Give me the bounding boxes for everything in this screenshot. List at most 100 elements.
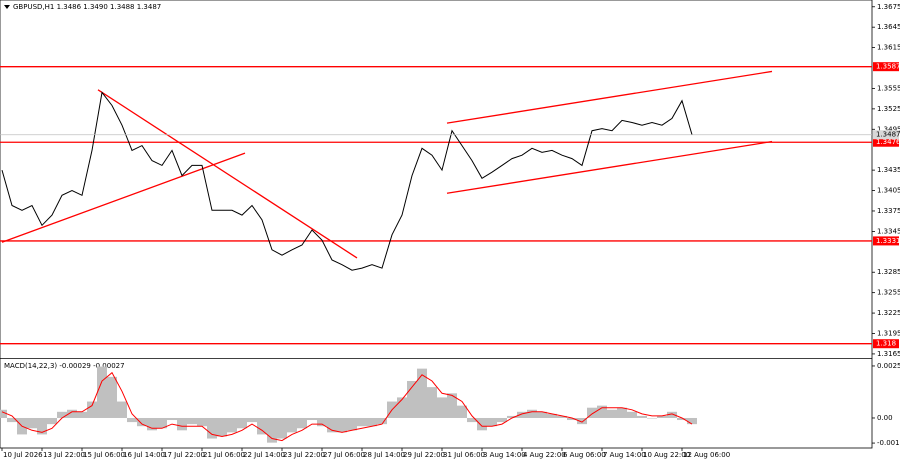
macd-bar: [307, 417, 317, 421]
x-tick-label: 21 Jul 06:00: [203, 451, 245, 459]
macd-bar: [107, 376, 117, 418]
x-tick-label: 29 Jul 22:00: [403, 451, 445, 459]
y-tick-label: 1.3375: [877, 207, 900, 215]
trend-line: [97, 89, 358, 259]
macd-bar: [167, 417, 177, 421]
macd-bar: [357, 417, 367, 427]
x-tick-label: 23 Jul 22:00: [283, 451, 325, 459]
level-tag: [873, 62, 899, 72]
y-tick-label: 1.3165: [877, 350, 900, 358]
macd-bar: [457, 405, 467, 418]
macd-bar: [407, 380, 417, 418]
macd-bar: [327, 417, 337, 433]
y-tick-label: 1.3645: [877, 23, 900, 31]
macd-bar: [207, 417, 217, 439]
macd-bar: [537, 411, 547, 418]
level-label: 1.318: [876, 340, 896, 348]
x-tick-label: 17 Jul 22:00: [163, 451, 205, 459]
y-tick-label: 1.3345: [877, 227, 900, 235]
macd-bar: [147, 417, 157, 431]
macd-bar: [117, 401, 127, 418]
macd-bar: [317, 417, 327, 427]
level-tag: [873, 137, 899, 147]
macd-bar: [7, 417, 17, 423]
x-tick-label: 31 Jul 06:00: [443, 451, 485, 459]
y-tick-label: 0.00253: [877, 362, 900, 370]
level-tag: [873, 339, 899, 349]
macd-bar: [27, 417, 37, 429]
macd-bar: [127, 417, 137, 423]
macd-bar: [437, 397, 447, 418]
macd-bar: [177, 417, 187, 431]
macd-bar: [417, 368, 427, 418]
macd-bar: [77, 411, 87, 418]
macd-bar: [397, 397, 407, 418]
macd-bar: [157, 417, 167, 429]
macd-bar: [587, 407, 597, 418]
macd-bar: [87, 401, 97, 418]
macd-bar: [487, 417, 497, 427]
macd-bar: [567, 417, 577, 421]
macd-bar: [617, 407, 627, 418]
macd-bar: [597, 405, 607, 418]
macd-bar: [137, 417, 147, 427]
macd-bar: [637, 415, 647, 418]
y-tick-label: 1.3285: [877, 268, 900, 276]
macd-bar: [97, 366, 107, 418]
macd-bar: [627, 411, 637, 418]
macd-bar: [647, 417, 657, 419]
signal-line: [1, 371, 693, 442]
macd-bar: [297, 417, 307, 429]
price-line: [1, 91, 693, 271]
macd-bar: [507, 415, 517, 418]
y-tick-label: 1.3405: [877, 187, 900, 195]
x-tick-label: 16 Jul 14:00: [123, 451, 165, 459]
level-label: 1.3476: [876, 138, 900, 146]
y-tick-label: 1.3435: [877, 166, 900, 174]
last-price-label: 1.3487: [876, 131, 900, 139]
macd-bar: [267, 417, 277, 443]
x-tick-label: 12 Aug 06:00: [683, 451, 730, 459]
last-price-tag: [873, 130, 899, 140]
macd-bar: [57, 411, 67, 418]
macd-bar: [217, 417, 227, 437]
x-tick-label: 10 Jul 2026: [3, 451, 43, 459]
symbol-arrow: [4, 5, 10, 9]
y-tick-label: 1.3525: [877, 105, 900, 113]
x-tick-label: 27 Jul 06:00: [323, 451, 365, 459]
y-tick-label: 1.3555: [877, 84, 900, 92]
macd-bar: [367, 417, 377, 427]
x-tick-label: 22 Jul 14:00: [243, 451, 285, 459]
x-tick-label: 4 Aug 22:00: [523, 451, 566, 459]
macd-bar: [657, 415, 667, 418]
plot-frame: [0, 0, 873, 449]
x-tick-label: 10 Aug 22:00: [643, 451, 690, 459]
macd-bar: [607, 409, 617, 418]
x-tick-label: 15 Jul 06:00: [83, 451, 125, 459]
macd-bar: [667, 411, 677, 418]
level-label: 1.3331: [876, 237, 900, 245]
macd-bar: [237, 417, 247, 429]
level-label: 1.3587: [876, 63, 900, 71]
chart-title: GBPUSD,H1 1.3486 1.3490 1.3488 1.3487: [13, 3, 161, 11]
macd-bar: [257, 417, 267, 435]
macd-bar: [67, 409, 77, 418]
macd-bar: [0, 409, 7, 418]
macd-bar: [687, 417, 697, 425]
macd-bar: [517, 411, 527, 418]
macd-bar: [447, 393, 457, 418]
x-tick-label: 13 Jul 22:00: [43, 451, 85, 459]
macd-bar: [287, 417, 297, 433]
macd-bar: [47, 417, 57, 425]
x-tick-label: 6 Aug 06:00: [563, 451, 606, 459]
macd-bar: [227, 417, 237, 433]
x-tick-label: 3 Aug 14:00: [483, 451, 526, 459]
level-tag: [873, 236, 899, 246]
macd-bar: [247, 417, 257, 423]
x-tick-label: 7 Aug 14:00: [603, 451, 646, 459]
macd-bar: [557, 415, 567, 418]
macd-bar: [677, 417, 687, 421]
y-tick-label: -0.00122: [877, 439, 900, 447]
y-tick-label: 1.3225: [877, 309, 900, 317]
